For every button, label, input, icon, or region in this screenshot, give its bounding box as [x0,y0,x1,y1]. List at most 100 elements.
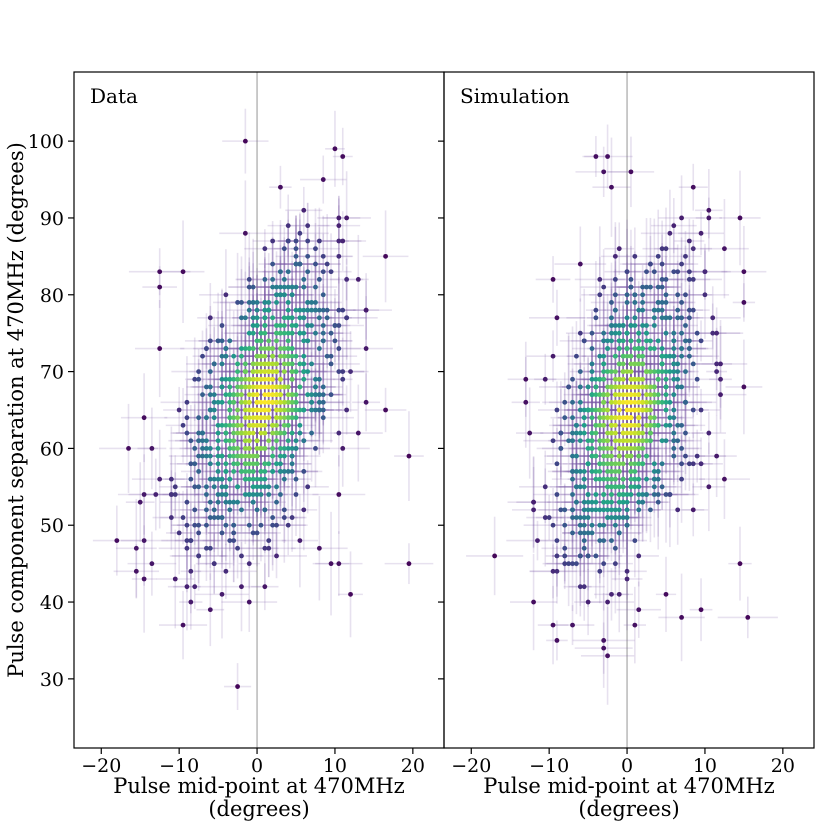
data-point [601,284,607,290]
data-point [223,422,229,428]
data-point [320,323,326,328]
data-point [309,307,314,313]
data-point [531,599,536,605]
data-point [628,169,634,175]
data-point [270,453,276,459]
data-point [242,369,248,374]
data-point [585,553,591,559]
data-point [141,415,147,421]
data-point [344,277,350,282]
data-point [686,461,692,467]
data-point [278,453,283,459]
data-point [250,384,256,390]
data-point [612,561,618,567]
data-point [141,576,147,582]
data-point [655,399,661,405]
data-point [714,369,720,374]
data-point [640,499,646,505]
data-point [207,545,213,551]
data-point [180,622,186,628]
data-point [628,323,634,328]
data-point [254,422,260,428]
data-point [188,538,194,543]
data-point [659,369,665,374]
data-point [636,607,642,613]
data-point [250,530,256,536]
data-point [741,269,747,275]
data-point [601,476,607,482]
data-point [278,323,283,328]
data-point [254,484,260,490]
data-point [254,392,260,398]
data-point [254,461,260,467]
data-point [336,223,342,229]
data-point [554,461,560,467]
data-point [196,430,202,436]
data-point [285,315,291,321]
data-point [612,507,618,513]
data-point [262,323,268,328]
data-point [289,346,295,351]
data-point [305,269,311,275]
data-point [239,469,244,474]
data-point [597,476,603,482]
data-point [679,300,684,305]
data-point [258,446,264,451]
data-point [636,492,642,497]
data-point [581,430,587,436]
data-point [239,453,244,459]
data-point [192,584,198,590]
data-point [546,515,552,520]
data-point [274,438,279,444]
data-point [714,330,720,336]
data-point [293,415,299,421]
data-point [235,384,240,390]
data-point [562,522,568,528]
data-point [324,261,330,267]
data-point [301,407,307,413]
data-point [270,369,276,374]
data-point [593,430,599,436]
data-point [640,446,646,451]
data-point [683,292,688,298]
data-point [239,507,244,513]
data-point [289,407,295,413]
data-point [702,292,708,298]
data-point [667,353,673,359]
data-point [577,261,583,267]
data-point [632,476,638,482]
data-point [278,446,283,451]
data-point [632,253,638,259]
data-point [570,376,575,382]
data-point [301,369,307,374]
data-point [262,392,268,398]
data-point [577,530,583,536]
data-point [679,353,684,359]
data-point [609,330,614,336]
data-point [305,307,311,313]
data-point [305,369,311,374]
data-point [636,499,642,505]
data-point [609,507,614,513]
data-point [336,369,342,374]
data-point [250,376,256,382]
data-point [667,230,673,236]
data-point [585,446,591,451]
data-point [706,484,712,490]
data-point [663,315,669,321]
data-point [231,353,237,359]
data-point [242,384,248,390]
data-point [651,346,657,351]
data-point [624,292,630,298]
data-point [601,446,607,451]
data-point [597,438,603,444]
data-point [266,545,272,551]
data-point [262,384,268,390]
data-point [651,461,657,467]
data-point [577,553,583,559]
data-point [262,330,268,336]
data-point [714,453,720,459]
data-point [266,538,272,543]
data-point [305,223,311,229]
data-point [609,484,614,490]
